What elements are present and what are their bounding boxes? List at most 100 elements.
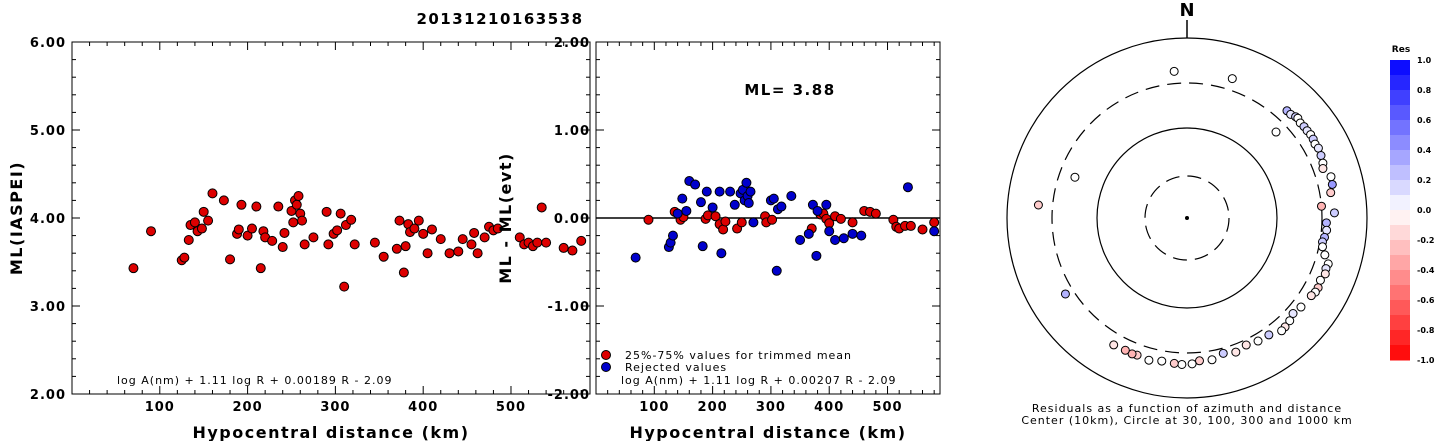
data-point	[332, 225, 343, 236]
range-circle-100km	[1096, 127, 1278, 309]
data-point	[349, 239, 360, 250]
y-axis-label: ML - ML(evt)	[496, 152, 515, 284]
data-point	[183, 235, 194, 245]
residual-point	[1288, 308, 1298, 318]
data-point	[576, 235, 587, 246]
data-point	[902, 182, 913, 193]
residual-point	[1320, 250, 1330, 260]
residual-point	[1169, 66, 1179, 76]
colorbar-cell	[1390, 345, 1410, 361]
data-point	[323, 239, 334, 250]
x-tick-label: 100	[145, 400, 175, 415]
colorbar-cell	[1390, 180, 1410, 196]
y-tick-label: 3.00	[30, 300, 66, 315]
data-point	[346, 214, 357, 225]
y-tick-label: 2.00	[554, 36, 590, 51]
residual-point	[1120, 345, 1130, 355]
colorbar-cell	[1390, 195, 1410, 211]
range-circle-30km	[1144, 175, 1230, 261]
residual-point	[1218, 348, 1228, 358]
data-point	[870, 208, 881, 219]
range-circle-300km	[1051, 82, 1323, 354]
data-point	[917, 224, 928, 235]
data-point	[847, 217, 858, 228]
data-point	[339, 281, 350, 292]
data-point	[690, 179, 701, 190]
colorbar-tick-label: -1.0	[1417, 356, 1435, 365]
figure-title: 20131210163538	[416, 10, 583, 28]
colorbar-cell	[1390, 60, 1410, 76]
residual-point	[1109, 340, 1119, 350]
residual-point	[1285, 316, 1295, 326]
colorbar-cell	[1390, 75, 1410, 91]
data-point	[695, 197, 706, 208]
data-point	[835, 213, 846, 224]
y-tick-label: 0.00	[554, 212, 590, 227]
x-tick-label: 500	[872, 400, 902, 415]
y-tick-label: 6.00	[30, 36, 66, 51]
polar-caption-line-2: Center (10km), Circle at 30, 100, 300 an…	[1021, 414, 1352, 427]
data-point	[203, 215, 214, 226]
data-point	[714, 186, 725, 197]
ml-annotation: ML= 3.88	[744, 81, 835, 99]
residual-point	[1264, 330, 1274, 340]
data-point	[821, 199, 832, 210]
x-tick-label: 300	[320, 400, 350, 415]
data-point	[457, 234, 468, 245]
colorbar-cell	[1390, 150, 1410, 166]
data-point	[394, 215, 405, 226]
data-point	[803, 228, 814, 239]
data-point	[514, 232, 525, 243]
data-point	[630, 252, 641, 263]
residual-point	[1321, 218, 1331, 228]
x-axis-label: Hypocentral distance (km)	[192, 423, 469, 441]
y-tick-label: 1.00	[554, 124, 590, 139]
data-point	[736, 217, 747, 228]
x-tick-label: 100	[639, 400, 669, 415]
x-tick-label: 200	[698, 400, 728, 415]
data-point	[710, 211, 721, 222]
data-point	[279, 227, 290, 238]
colorbar-tick-label: -0.2	[1417, 236, 1435, 245]
data-point	[847, 228, 858, 239]
residual-point	[1127, 349, 1137, 359]
data-point	[776, 201, 787, 212]
data-point	[321, 206, 332, 217]
data-point	[905, 220, 916, 231]
colorbar-cell	[1390, 285, 1410, 301]
data-point	[824, 226, 835, 237]
data-point	[398, 267, 409, 278]
data-point	[672, 208, 683, 219]
data-point	[251, 201, 262, 212]
data-point	[335, 208, 346, 219]
residual-point	[1306, 291, 1316, 301]
y-tick-label: -1.00	[548, 300, 590, 315]
y-tick-label: -2.00	[548, 388, 590, 403]
colorbar-cell	[1390, 165, 1410, 181]
data-point	[218, 195, 229, 206]
x-tick-label: 300	[756, 400, 786, 415]
data-point	[667, 230, 678, 241]
colorbar-tick-label: 1.0	[1417, 56, 1432, 65]
data-point	[422, 248, 433, 259]
data-point	[532, 237, 543, 248]
legend-marker-accepted	[601, 350, 611, 360]
data-point	[469, 227, 480, 238]
data-point	[856, 230, 867, 241]
data-point	[767, 214, 778, 225]
residual-point	[1296, 302, 1306, 312]
data-point	[786, 191, 797, 201]
data-point	[558, 242, 569, 253]
data-point	[466, 239, 477, 250]
y-tick-label: 2.00	[30, 388, 66, 403]
residual-point	[1316, 151, 1326, 161]
colorbar-cell	[1390, 210, 1410, 226]
colorbar-cell	[1390, 330, 1410, 346]
x-tick-label: 400	[408, 400, 438, 415]
data-point	[768, 193, 779, 204]
residual-point	[1241, 340, 1251, 350]
colorbar-tick-label: -0.4	[1417, 266, 1435, 275]
data-point	[541, 237, 552, 248]
data-point	[277, 242, 288, 253]
data-point	[716, 248, 727, 259]
